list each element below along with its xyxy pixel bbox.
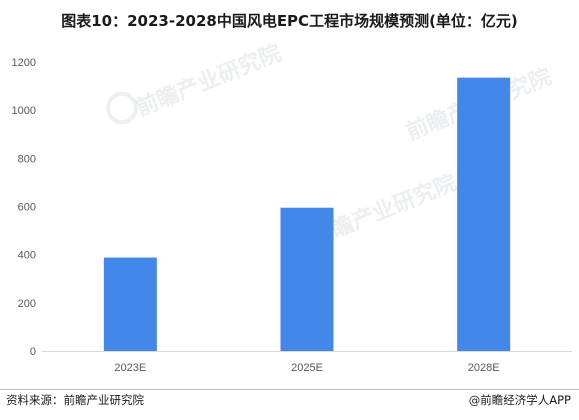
y-tick-label: 200 bbox=[18, 298, 36, 310]
y-tick-label: 1200 bbox=[12, 57, 36, 69]
x-tick-label: 2028E bbox=[468, 362, 500, 374]
watermark-text: 前瞻产业研究院 bbox=[133, 40, 286, 122]
y-tick-label: 400 bbox=[18, 250, 36, 262]
y-tick-label: 800 bbox=[18, 153, 36, 165]
x-tick-label: 2023E bbox=[114, 362, 146, 374]
y-tick-label: 0 bbox=[30, 346, 36, 358]
footer-divider bbox=[0, 389, 579, 390]
bar-chart: 前瞻产业研究院 前瞻产业研究院 前瞻产业研究院 0200400600800100… bbox=[12, 40, 572, 374]
chart-title: 图表10：2023-2028中国风电EPC工程市场规模预测(单位：亿元) bbox=[61, 12, 518, 30]
brand-label: @前瞻经济学人APP bbox=[468, 393, 571, 407]
x-tick-label: 2025E bbox=[291, 362, 323, 374]
y-tick-label: 600 bbox=[18, 202, 36, 214]
y-tick-label: 1000 bbox=[12, 105, 36, 117]
x-axis: 2023E 2025E 2028E bbox=[114, 362, 499, 374]
source-note: 资料来源：前瞻产业研究院 bbox=[6, 393, 144, 407]
bar-2023E bbox=[103, 257, 157, 351]
bars-group bbox=[103, 77, 511, 351]
watermark-logo-icon bbox=[106, 92, 138, 124]
bar-2025E bbox=[280, 207, 334, 351]
y-axis: 0 200 400 600 800 1000 1200 bbox=[12, 57, 36, 358]
bar-2028E bbox=[457, 77, 511, 351]
